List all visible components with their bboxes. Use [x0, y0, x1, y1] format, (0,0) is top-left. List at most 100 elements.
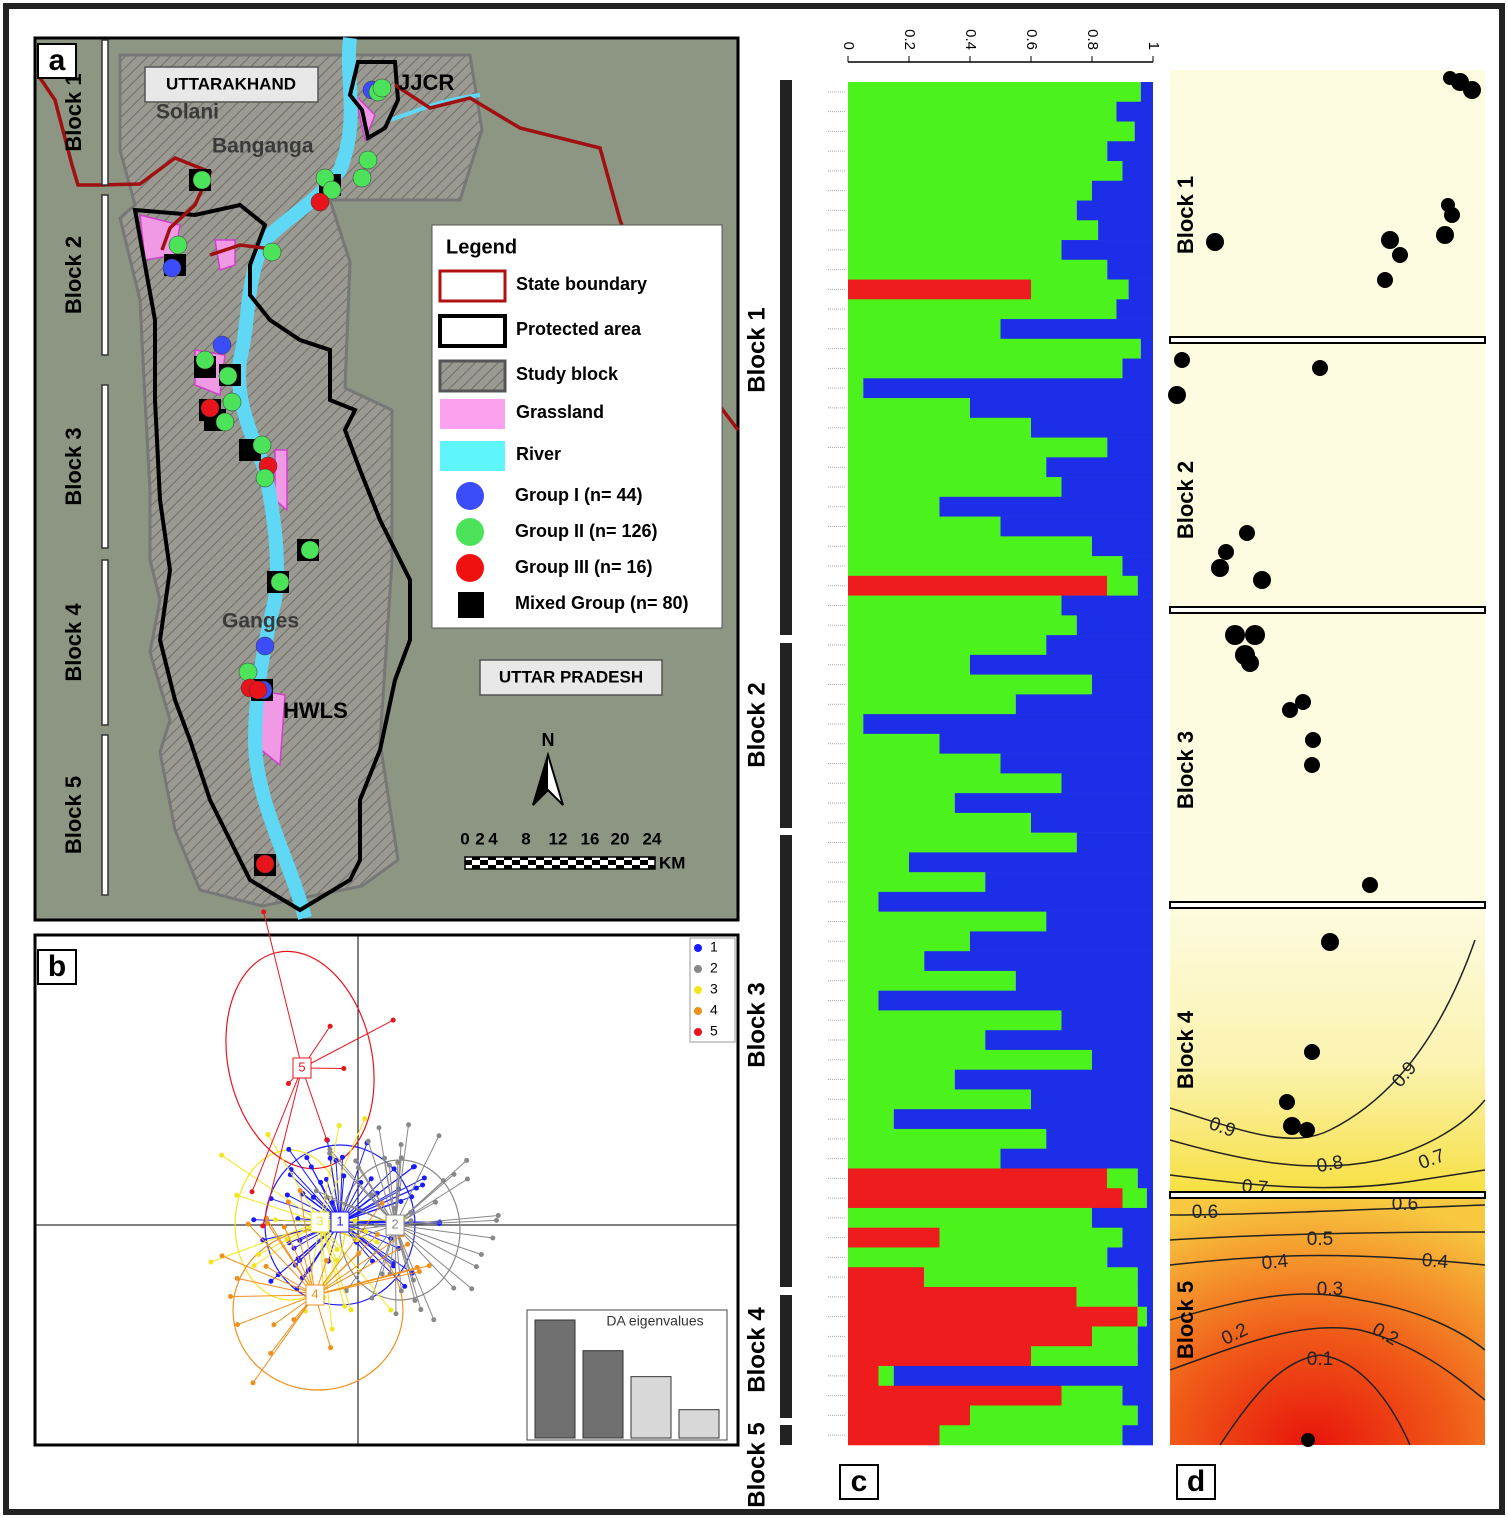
structure-bar — [848, 1405, 970, 1425]
cluster-point — [250, 1380, 255, 1385]
legend-swatch — [456, 518, 484, 546]
structure-bar — [879, 892, 1154, 912]
structure-bar — [848, 1188, 1123, 1208]
structure-bar — [1129, 280, 1153, 300]
site — [239, 663, 257, 681]
structure-bar — [848, 418, 1031, 438]
structure-bar — [848, 1129, 1046, 1149]
cluster-point — [266, 1132, 271, 1137]
cluster-point — [318, 1180, 323, 1185]
eigen-bar — [679, 1410, 719, 1438]
structure-bar — [1141, 339, 1153, 359]
block-bar — [780, 1425, 792, 1445]
structure-bar — [1031, 1089, 1153, 1109]
structure-bar — [848, 536, 1092, 556]
cluster-point — [353, 1158, 358, 1163]
structure-bar — [879, 991, 1154, 1011]
structure-bar — [1107, 1247, 1153, 1267]
structure-bar — [1062, 596, 1154, 616]
cluster-point — [418, 1307, 423, 1312]
site — [256, 469, 274, 487]
structure-bar — [940, 1228, 1123, 1248]
structure-bar — [1092, 536, 1153, 556]
legend-swatch — [458, 592, 484, 618]
cluster-point — [208, 1260, 213, 1265]
cluster-point — [314, 1188, 319, 1193]
structure-bar — [848, 339, 1141, 359]
structure-bar — [848, 892, 879, 912]
structure-bar — [848, 1366, 879, 1386]
structure-bar — [924, 951, 1153, 971]
cluster-point — [392, 1166, 397, 1171]
cluster-point — [286, 1147, 291, 1152]
structure-bar — [1107, 1168, 1138, 1188]
block-label: Block 1 — [61, 73, 86, 151]
structure-bar — [1141, 82, 1153, 102]
site — [353, 169, 371, 187]
block-label: Block 4 — [743, 1307, 770, 1393]
cluster-point — [402, 1284, 407, 1289]
structure-bar — [894, 1109, 1153, 1129]
cluster-point — [412, 1298, 417, 1303]
cluster-point — [406, 1122, 411, 1127]
legend-swatch — [456, 554, 484, 582]
structure-bar — [848, 596, 1062, 616]
cluster-label: 3 — [316, 1213, 323, 1228]
structure-bar — [848, 1326, 1092, 1346]
x-tick-label: 0 — [840, 42, 857, 50]
legend-label: State boundary — [516, 274, 647, 294]
structure-bar — [848, 299, 1116, 319]
cluster-point — [399, 1288, 404, 1293]
block-bar — [102, 40, 108, 185]
legend-swatch — [440, 316, 505, 346]
structure-bar — [848, 1030, 985, 1050]
cluster-point — [228, 1294, 233, 1299]
structure-bar — [848, 813, 1031, 833]
structure-bar — [1098, 220, 1153, 240]
structure-bar — [1077, 615, 1153, 635]
structure-bar — [848, 122, 1135, 142]
structure-bar — [1147, 1307, 1153, 1327]
structure-bar — [848, 931, 970, 951]
structure-bar — [848, 852, 909, 872]
region-label: UTTARAKHAND — [166, 74, 296, 93]
cluster-point — [273, 1217, 278, 1222]
dapc-legend-label: 2 — [710, 960, 718, 976]
structure-bar — [848, 635, 1046, 655]
structure-bar — [848, 82, 1141, 102]
structure-bar — [848, 576, 1107, 596]
cluster-point — [286, 1200, 291, 1205]
structure-bar — [955, 793, 1153, 813]
cluster-point — [353, 1218, 358, 1223]
structure-bar — [848, 1208, 1092, 1228]
map-panel: Block 1Block 2Block 3Block 4Block 5 UTTA… — [35, 38, 738, 920]
structure-bar — [848, 1425, 940, 1445]
block-label: Block 2 — [1173, 461, 1198, 539]
dapc-legend-dot — [694, 1007, 702, 1015]
dapc-legend-label: 4 — [710, 1002, 718, 1018]
dapc-legend-dot — [694, 1028, 702, 1036]
cluster-point — [369, 1176, 374, 1181]
block-bar — [102, 560, 108, 725]
structure-bar — [1046, 457, 1153, 477]
scale-label: 12 — [549, 829, 568, 848]
panel-label: b — [48, 950, 66, 983]
cluster-point — [496, 1213, 501, 1218]
eigen-bar — [535, 1320, 575, 1438]
structure-bar — [848, 497, 940, 517]
structure-bar — [955, 1070, 1153, 1090]
structure-bar — [848, 754, 1001, 774]
structure-bar — [848, 181, 1092, 201]
pa-label: HWLS — [283, 698, 348, 723]
cluster-point — [286, 1081, 291, 1086]
cluster-point — [246, 1222, 251, 1227]
legend-swatch — [456, 482, 484, 510]
structure-bar — [1046, 635, 1153, 655]
cluster-point — [398, 1199, 403, 1204]
cluster-point — [437, 1221, 442, 1226]
structure-bar — [848, 971, 1016, 991]
panel-label: d — [1187, 1465, 1205, 1498]
site — [301, 541, 319, 559]
structure-bar — [1001, 517, 1154, 537]
